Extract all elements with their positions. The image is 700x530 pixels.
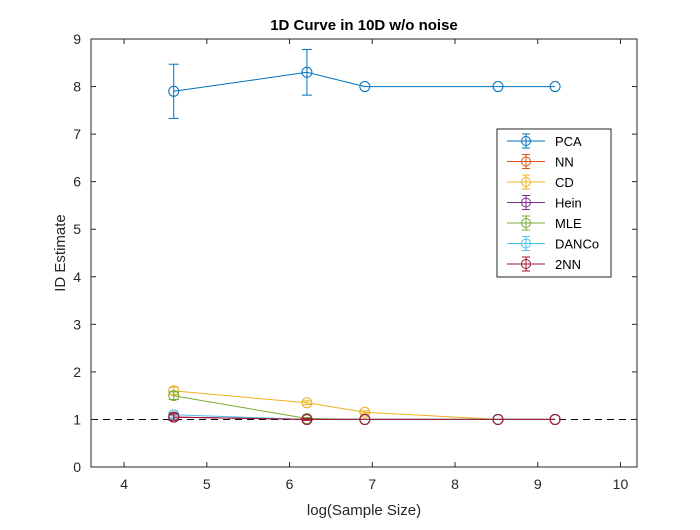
data-point [168,85,180,97]
x-axis-ticks: 4 5 6 7 8 9 10 [120,39,628,492]
legend-label: CD [555,175,574,190]
data-point [492,413,504,425]
y-tick-label: 3 [73,316,81,332]
data-point [359,413,371,425]
series-line [173,71,556,92]
data-point [492,81,504,93]
x-axis-label: log(Sample Size) [307,502,421,519]
x-tick-label: 7 [368,476,376,492]
data-point [168,390,180,402]
data-point [301,397,313,409]
legend-entry-pca: PCA [507,133,582,149]
legend-entry-cd: CD [507,174,574,190]
x-tick-label: 8 [451,476,459,492]
series-pca [168,48,561,119]
legend-swatch-marker [521,238,531,249]
legend-swatch-marker [521,218,531,228]
legend-label: MLE [555,216,582,231]
y-tick-label: 5 [73,221,81,237]
x-tick-label: 4 [120,476,128,492]
y-tick-label: 4 [73,269,81,285]
x-tick-label: 9 [534,476,542,492]
legend-swatch-marker [521,259,531,269]
y-tick-label: 8 [73,79,81,95]
data-point [168,411,180,423]
x-tick-label: 5 [203,476,211,492]
legend: PCA NN CD Hein MLE DANCo 2NN [496,128,612,278]
y-tick-label: 2 [73,364,81,380]
legend-entry-2nn: 2NN [507,256,581,272]
legend-entry-danco: DANCo [507,236,599,252]
legend-swatch-marker [521,197,531,208]
y-tick-label: 0 [73,459,81,475]
x-tick-label: 6 [286,476,294,492]
legend-entry-mle: MLE [507,215,582,231]
series-line [173,416,556,420]
legend-label: DANCo [555,237,599,252]
x-tick-label: 10 [613,476,629,492]
y-tick-label: 7 [73,126,81,142]
data-point [301,413,313,425]
legend-label: 2NN [555,257,581,272]
series-2nn [168,411,561,425]
data-point [359,406,371,418]
legend-label: NN [555,155,574,170]
data-point [549,81,561,93]
legend-box [496,128,612,278]
y-tick-label: 6 [73,174,81,190]
chart-title: 1D Curve in 10D w/o noise [270,17,458,34]
data-point [359,81,371,93]
data-point [549,413,561,425]
y-tick-label: 1 [73,411,81,427]
legend-swatch-marker [521,177,531,187]
y-axis-label: ID Estimate [52,214,69,292]
legend-label: Hein [555,196,582,211]
y-axis-ticks: 0 1 2 3 4 5 6 7 8 9 [73,31,637,475]
data-point [301,66,313,78]
legend-entry-nn: NN [507,154,574,170]
legend-swatch-marker [521,136,531,146]
plot-frame [90,38,638,468]
legend-swatch-marker [521,156,531,167]
series-layer [168,48,561,425]
legend-entry-hein: Hein [507,195,582,211]
legend-label: PCA [555,134,582,149]
y-tick-label: 9 [73,31,81,47]
